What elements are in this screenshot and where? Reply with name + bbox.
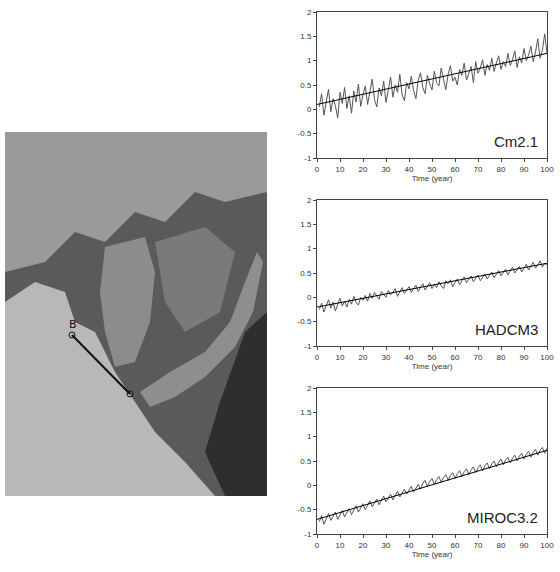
svg-text:70: 70 bbox=[474, 541, 483, 550]
svg-text:-1: -1 bbox=[304, 530, 312, 539]
svg-text:80: 80 bbox=[497, 353, 506, 362]
svg-text:0: 0 bbox=[315, 541, 320, 550]
svg-text:60: 60 bbox=[451, 353, 460, 362]
svg-text:10: 10 bbox=[336, 165, 345, 174]
svg-text:Time (year): Time (year) bbox=[412, 174, 453, 183]
svg-text:100: 100 bbox=[540, 541, 554, 550]
svg-text:100: 100 bbox=[540, 165, 554, 174]
svg-text:0: 0 bbox=[307, 105, 312, 114]
svg-text:Cm2.1: Cm2.1 bbox=[494, 133, 538, 150]
svg-text:90: 90 bbox=[520, 165, 529, 174]
svg-text:-1: -1 bbox=[304, 154, 312, 163]
svg-text:70: 70 bbox=[474, 165, 483, 174]
svg-text:80: 80 bbox=[497, 541, 506, 550]
svg-text:1: 1 bbox=[307, 244, 312, 253]
svg-text:-0.5: -0.5 bbox=[298, 129, 312, 138]
svg-text:HADCM3: HADCM3 bbox=[475, 321, 538, 338]
svg-text:-0.5: -0.5 bbox=[298, 317, 312, 326]
svg-text:0.5: 0.5 bbox=[300, 81, 312, 90]
svg-text:Time (year): Time (year) bbox=[412, 362, 453, 371]
svg-text:20: 20 bbox=[359, 353, 368, 362]
svg-text:0: 0 bbox=[307, 481, 312, 490]
svg-text:30: 30 bbox=[382, 541, 391, 550]
svg-text:50: 50 bbox=[428, 353, 437, 362]
svg-text:100: 100 bbox=[540, 353, 554, 362]
svg-text:90: 90 bbox=[520, 541, 529, 550]
svg-text:40: 40 bbox=[405, 541, 414, 550]
svg-text:1.5: 1.5 bbox=[300, 220, 312, 229]
svg-text:50: 50 bbox=[428, 541, 437, 550]
svg-text:90: 90 bbox=[520, 353, 529, 362]
svg-text:0: 0 bbox=[315, 165, 320, 174]
svg-text:0: 0 bbox=[307, 293, 312, 302]
svg-text:80: 80 bbox=[497, 165, 506, 174]
svg-text:0.5: 0.5 bbox=[300, 457, 312, 466]
svg-text:B: B bbox=[69, 318, 77, 331]
svg-text:-1: -1 bbox=[304, 342, 312, 351]
svg-text:30: 30 bbox=[382, 165, 391, 174]
svg-text:70: 70 bbox=[474, 353, 483, 362]
svg-text:40: 40 bbox=[405, 165, 414, 174]
svg-text:60: 60 bbox=[451, 165, 460, 174]
svg-text:-0.5: -0.5 bbox=[298, 505, 312, 514]
svg-text:20: 20 bbox=[359, 541, 368, 550]
svg-text:50: 50 bbox=[428, 165, 437, 174]
svg-text:1: 1 bbox=[307, 432, 312, 441]
svg-text:0.5: 0.5 bbox=[300, 269, 312, 278]
svg-text:0: 0 bbox=[315, 353, 320, 362]
svg-text:40: 40 bbox=[405, 353, 414, 362]
svg-text:2: 2 bbox=[307, 196, 312, 205]
svg-text:20: 20 bbox=[359, 165, 368, 174]
svg-text:1: 1 bbox=[307, 56, 312, 65]
svg-text:MIROC3.2: MIROC3.2 bbox=[467, 509, 538, 526]
svg-text:10: 10 bbox=[336, 353, 345, 362]
svg-text:1.5: 1.5 bbox=[300, 32, 312, 41]
svg-text:30: 30 bbox=[382, 353, 391, 362]
svg-text:1.5: 1.5 bbox=[300, 408, 312, 417]
svg-text:2: 2 bbox=[307, 8, 312, 17]
svg-text:60: 60 bbox=[451, 541, 460, 550]
svg-text:2: 2 bbox=[307, 384, 312, 393]
svg-text:Time (year): Time (year) bbox=[412, 550, 453, 559]
svg-text:10: 10 bbox=[336, 541, 345, 550]
